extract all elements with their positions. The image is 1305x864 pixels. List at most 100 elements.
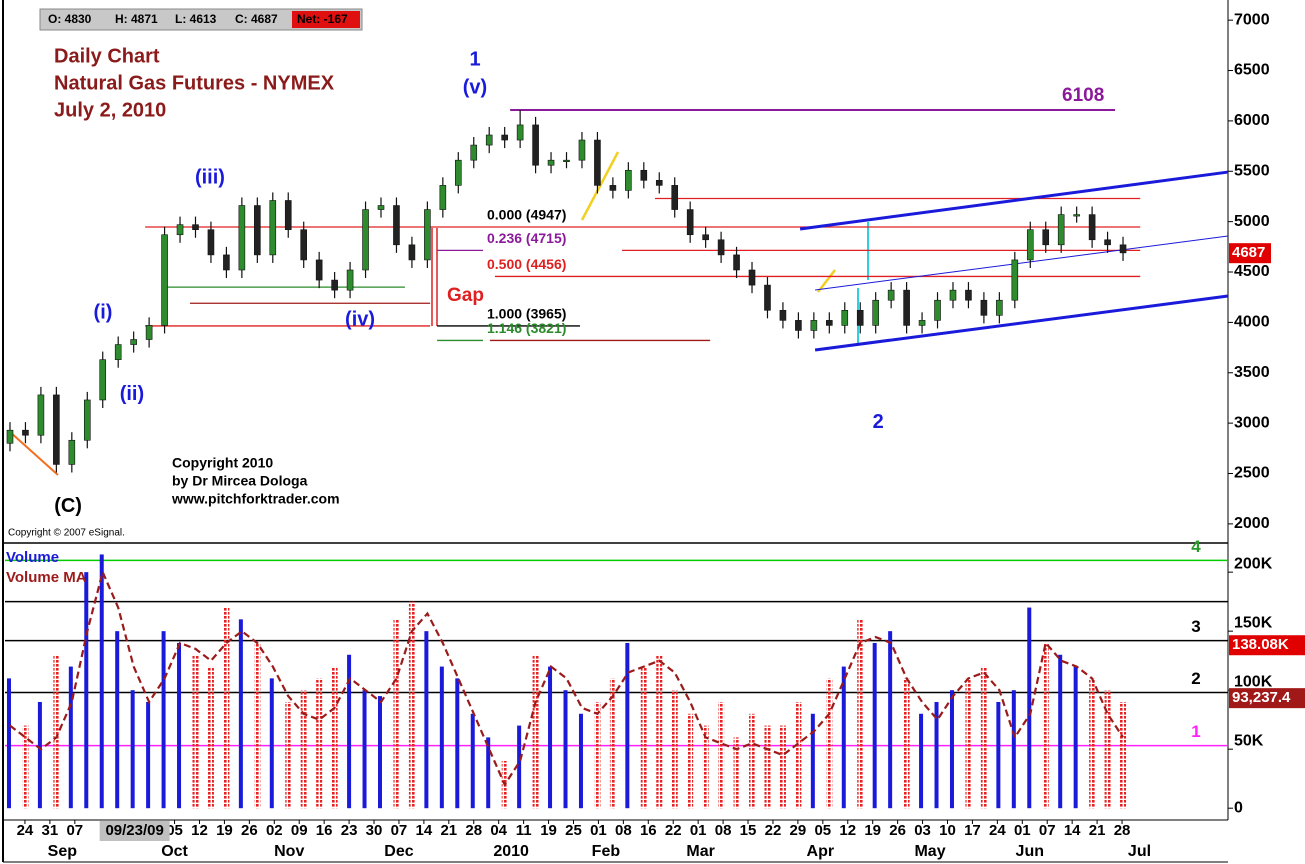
value-tag xyxy=(1229,635,1305,656)
volume-bar xyxy=(6,678,11,809)
x-tick-label: 22 xyxy=(665,822,682,839)
x-tick-label: 09 xyxy=(291,822,308,839)
y-tick-label: 2500 xyxy=(1234,465,1270,482)
volume-level-label: 2 xyxy=(1191,669,1200,688)
fib-label: 0.236 (4715) xyxy=(487,230,566,246)
volume-bar xyxy=(919,713,924,809)
candle-body xyxy=(1073,214,1080,217)
trend-stroke xyxy=(580,151,620,221)
volume-bar xyxy=(1011,690,1016,809)
month-label: Oct xyxy=(161,843,188,860)
candle-body xyxy=(300,229,308,261)
value-tag-label: 93,237.4 xyxy=(1232,689,1291,706)
candle-body xyxy=(331,279,338,291)
readout-net: Net: -167 xyxy=(297,12,348,26)
volume-bar xyxy=(300,690,307,809)
candle-body xyxy=(501,134,508,141)
wave-label: 2 xyxy=(873,411,884,433)
volume-bar xyxy=(146,701,151,809)
y-tick-label: 3500 xyxy=(1234,364,1270,381)
volume-bar xyxy=(903,678,910,809)
x-tick-label: 01 xyxy=(690,822,707,839)
candle-body xyxy=(192,224,199,231)
candle-body xyxy=(872,299,879,326)
x-tick-label: 01 xyxy=(1014,822,1031,839)
volume-bar xyxy=(671,690,678,809)
cursor-box xyxy=(99,821,170,841)
candle-body xyxy=(68,439,76,465)
volume-bar xyxy=(795,701,802,809)
volume-bar xyxy=(609,678,616,809)
volume-bar xyxy=(68,666,73,809)
candle-body xyxy=(6,429,14,444)
fib-label: 1.146 (3821) xyxy=(487,320,566,336)
volume-bar xyxy=(1104,690,1111,809)
volume-bar xyxy=(841,666,846,809)
candle-body xyxy=(934,299,941,321)
month-label: Apr xyxy=(807,843,835,860)
candle-body xyxy=(454,159,462,186)
fib-label: 1.000 (3965) xyxy=(487,306,566,322)
wave-label: (i) xyxy=(94,301,113,323)
x-tick-label: 07 xyxy=(1039,822,1056,839)
y-tick-label: 5000 xyxy=(1234,213,1270,230)
fib-label: 0.000 (4947) xyxy=(487,207,566,223)
candle-body xyxy=(485,134,493,146)
volume-bar xyxy=(640,666,647,809)
x-tick-label: 31 xyxy=(42,822,59,839)
candle-body xyxy=(22,429,29,436)
x-tick-label: 08 xyxy=(715,822,732,839)
volume-bar xyxy=(393,619,400,809)
x-tick-label: 30 xyxy=(366,822,383,839)
candle-body xyxy=(284,200,292,231)
last-price-label: 4687 xyxy=(1232,244,1265,261)
volume-bar xyxy=(872,642,877,809)
readout-bar xyxy=(39,8,363,31)
candle-body xyxy=(254,205,261,256)
x-tick-label: 05 xyxy=(814,822,831,839)
x-tick-label: 10 xyxy=(939,822,956,839)
x-tick-label: 26 xyxy=(241,822,258,839)
candle-body xyxy=(609,185,617,191)
candle-body xyxy=(563,159,570,162)
candle-body xyxy=(315,259,323,281)
x-tick-label: 04 xyxy=(490,822,507,839)
wave-label: (C) xyxy=(54,495,82,517)
volume-bar xyxy=(439,666,444,809)
candle-body xyxy=(53,394,60,465)
candle-body xyxy=(965,289,972,301)
month-label: Dec xyxy=(384,843,413,860)
source: Copyright © 2007 eSignal. xyxy=(8,528,125,539)
month-label: Mar xyxy=(686,843,714,860)
volume-bar xyxy=(223,607,230,809)
y-tick-label: 200K xyxy=(1234,555,1273,572)
copyright: by Dr Mircea Dologa xyxy=(172,473,308,489)
candle-body xyxy=(424,209,431,261)
volume-bar xyxy=(316,678,323,809)
legend-entry: Volume xyxy=(6,549,59,566)
candle-body xyxy=(655,180,663,186)
cursor-label: 09/23/09 xyxy=(105,822,163,839)
x-tick-label: 02 xyxy=(266,822,283,839)
volume-bar xyxy=(378,696,383,809)
month-label: Jul xyxy=(1128,843,1151,860)
chart-title: July 2, 2010 xyxy=(54,99,166,121)
month-label: Feb xyxy=(592,843,621,860)
candle-body xyxy=(764,284,771,311)
volume-bar xyxy=(718,701,725,809)
volume-bar xyxy=(1042,642,1049,809)
volume-bar xyxy=(161,631,166,809)
volume-bar xyxy=(779,725,786,809)
candle-body xyxy=(516,124,524,141)
wave-label: (iv) xyxy=(345,308,375,330)
y-tick-label: 0 xyxy=(1234,799,1243,816)
candle-body xyxy=(37,394,45,436)
y-tick-label: 4500 xyxy=(1234,263,1270,280)
volume-bar xyxy=(733,737,740,809)
x-tick-label: 12 xyxy=(839,822,856,839)
x-tick-label: 19 xyxy=(540,822,557,839)
copyright: www.pitchforktrader.com xyxy=(171,491,340,507)
volume-bar xyxy=(269,678,274,809)
